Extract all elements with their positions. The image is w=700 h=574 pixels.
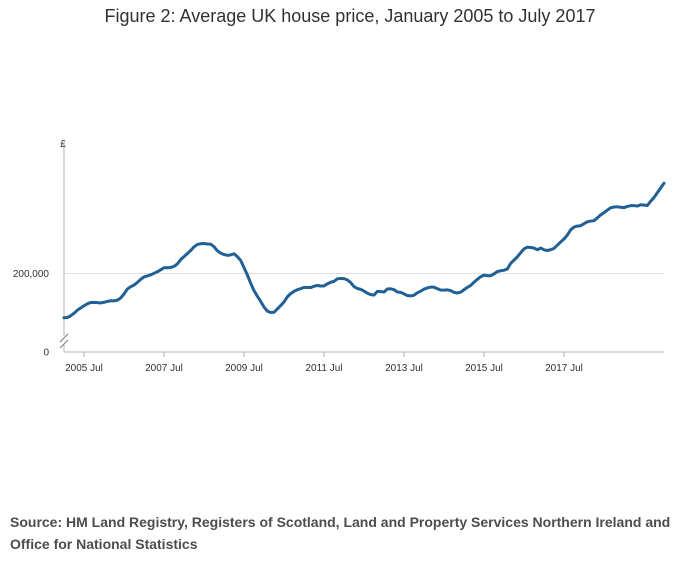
series-line-average-uk-house-price: [62, 181, 666, 320]
x-tick-label: 2005 Jul: [65, 363, 103, 374]
series-layer: [62, 181, 666, 320]
y-axis-break-mark: [59, 339, 69, 349]
x-tick-label: 2017 Jul: [545, 363, 583, 374]
x-tick-label: 2015 Jul: [465, 363, 503, 374]
x-tick-label: 2011 Jul: [305, 363, 342, 374]
axis-layer: £0 200,000 2005 Jul 2007 Jul 2009 Jul 2011 Ju…: [13, 139, 664, 374]
chart-title: Figure 2: Average UK house price, Januar…: [104, 6, 596, 26]
y-tick-label: 0: [43, 348, 49, 359]
y-axis-label: £: [60, 139, 66, 150]
y-axis-break-mark: [59, 333, 69, 343]
source-note: Source: HM Land Registry, Registers of S…: [10, 511, 695, 555]
x-tick-label: 2007 Jul: [145, 363, 183, 374]
source-note-text: Source: HM Land Registry, Registers of S…: [10, 514, 671, 552]
x-tick-label: 2009 Jul: [225, 363, 263, 374]
y-tick-label: 200,000: [13, 269, 50, 280]
x-tick-label: 2013 Jul: [385, 363, 423, 374]
